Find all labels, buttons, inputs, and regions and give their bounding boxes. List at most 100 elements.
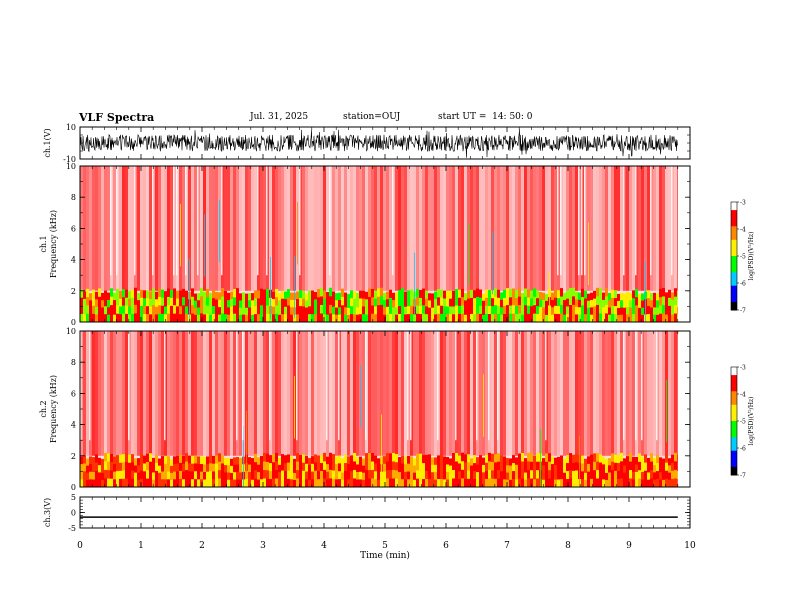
spectrogram-sferic (549, 271, 550, 322)
spectrogram-cell (374, 455, 377, 464)
spectrogram-cell (527, 313, 530, 322)
spectrogram-cell (509, 297, 512, 307)
spectrogram-cell (110, 313, 113, 322)
spectrogram-cell (545, 300, 548, 309)
spectrogram-cell (494, 470, 497, 480)
spectrogram-cell (650, 314, 653, 322)
spectrogram-cell (113, 479, 116, 487)
spectrogram-cell (413, 465, 416, 474)
spectrogram-cell (626, 479, 629, 487)
colorbar-cell (731, 264, 737, 268)
spectrogram-cell (194, 463, 197, 472)
spectrogram-cell (608, 472, 611, 481)
spectrogram-cell (305, 456, 308, 465)
spectrogram-cell (320, 479, 323, 487)
spectrogram-cell (470, 305, 473, 315)
spectrogram-cell (299, 290, 302, 299)
spectrogram-cell (245, 307, 248, 316)
spectrogram-cell (239, 314, 242, 322)
spectrogram-cell (482, 307, 485, 316)
spectrogram-cell (464, 307, 467, 316)
spectrogram-cell (434, 314, 437, 322)
spectrogram-cell (458, 297, 461, 307)
spectrogram-cell (527, 305, 530, 315)
spectrogram-cell (659, 472, 662, 481)
spectrogram-cell (602, 464, 605, 473)
spectrogram-cell (500, 292, 503, 301)
spectrogram-cell (140, 454, 143, 463)
spectrogram-cell (209, 331, 212, 456)
spectrogram-cell (662, 479, 665, 487)
spectrogram-cell (305, 307, 308, 316)
spectrogram-cell (314, 166, 317, 291)
spectrogram-cell (335, 471, 338, 480)
spectrogram-cell (284, 166, 287, 291)
spectrogram-cell (251, 331, 254, 456)
spectrogram-cell (599, 287, 602, 297)
spectrogram-cell (428, 470, 431, 480)
spectrogram-cell (278, 457, 281, 466)
spectrogram-cell (170, 305, 173, 315)
spectrogram-cell (263, 452, 266, 462)
spectrogram-cell (503, 297, 506, 307)
spectrogram-cell (446, 166, 449, 291)
spectrogram-cell (473, 166, 476, 291)
spectrogram-cell (317, 479, 320, 487)
spectrogram-cell (527, 289, 530, 299)
spectrogram-cell (161, 463, 164, 473)
spectrogram-gap (545, 331, 547, 441)
spectrogram-cell (617, 331, 620, 456)
spectrogram-cell (437, 166, 440, 291)
spectrogram-cell (353, 478, 356, 487)
spectrogram-cell (539, 166, 542, 291)
spectrogram-cell (569, 478, 572, 487)
spectrogram-cell (386, 478, 389, 487)
spectrogram-cell (614, 331, 617, 456)
spectrogram-cell (485, 454, 488, 464)
spectrogram-cell (530, 331, 533, 456)
spectrogram-cell (257, 479, 260, 487)
spectrogram-cell (170, 289, 173, 299)
spectrogram-cell (476, 288, 479, 298)
spectrogram-cell (404, 464, 407, 473)
spectrogram-cell (536, 331, 539, 456)
spectrogram-cell (590, 292, 593, 301)
spectrogram-cell (554, 465, 557, 473)
spectrogram-cell (404, 479, 407, 487)
spectrogram-cell (425, 454, 428, 464)
spectrogram-gap (584, 166, 586, 276)
spectrogram-cell (659, 166, 662, 291)
spectrogram-cell (479, 479, 482, 487)
spectrogram-cell (479, 313, 482, 322)
spectrogram-cell (287, 313, 290, 322)
spectrogram-cell (182, 305, 185, 315)
colorbar-cell (731, 407, 737, 411)
spectrogram-cell (470, 472, 473, 481)
spectrogram-cell (443, 471, 446, 480)
colorbar-tick-label: -7 (740, 308, 746, 315)
colorbar-cell (731, 296, 737, 300)
spectrogram-cell (353, 452, 356, 462)
colorbar-cell (731, 215, 737, 219)
spectrogram-cell (299, 463, 302, 472)
spectrogram-cell (512, 288, 515, 298)
spectrogram-cell (458, 479, 461, 487)
spectrogram-cell (134, 465, 137, 474)
spectrogram-cell (551, 464, 554, 473)
spectrogram-cell (365, 470, 368, 480)
spectrogram-cell (443, 314, 446, 322)
colorbar-cell (731, 412, 737, 417)
spectrogram-cell (620, 331, 623, 456)
spectrogram-cell (656, 455, 659, 464)
spectrogram-cell (401, 305, 404, 315)
spectrogram-cell (518, 296, 521, 306)
spectrogram-cell (212, 463, 215, 472)
spectrogram-cell (674, 478, 677, 487)
spectrogram-cell (227, 314, 230, 322)
spectrogram-cell (467, 454, 470, 463)
spectrogram-cell (437, 313, 440, 322)
spectrogram-cell (644, 478, 647, 487)
spectrogram-cell (674, 461, 677, 471)
spectrogram-cell (611, 313, 614, 322)
